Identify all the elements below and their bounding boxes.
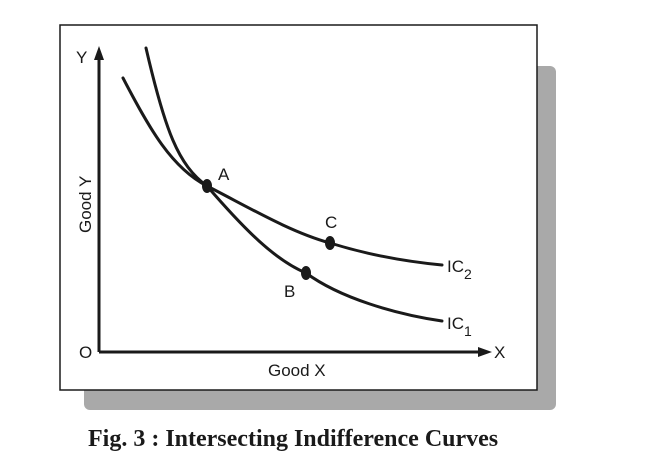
figure-frame: [59, 24, 538, 391]
curve-label-ic1: IC1: [447, 314, 472, 339]
indifference-curve-ic2: [121, 76, 444, 267]
x-axis-title: Good X: [268, 361, 326, 380]
y-axis-title: Good Y: [76, 176, 95, 233]
point-a-label: A: [218, 165, 230, 184]
curve-label-ic1-subscript: 1: [464, 323, 472, 339]
x-axis-letter: X: [494, 343, 505, 362]
curve-label-ic1-main: IC: [447, 314, 464, 333]
y-axis-letter: Y: [76, 48, 87, 67]
y-axis-arrowhead: [94, 46, 104, 60]
point-c-marker: [325, 236, 335, 250]
point-b-marker: [301, 266, 311, 280]
point-b-label: B: [284, 282, 295, 301]
indifference-curve-ic1: [144, 46, 444, 323]
point-a-marker: [202, 179, 212, 193]
figure-caption: Fig. 3 : Intersecting Indifference Curve…: [88, 426, 498, 452]
x-axis-arrowhead: [478, 347, 492, 357]
point-c-label: C: [325, 213, 337, 232]
curve-label-ic2: IC2: [447, 257, 472, 282]
curve-label-ic2-subscript: 2: [464, 266, 472, 282]
curve-label-ic2-main: IC: [447, 257, 464, 276]
origin-label: O: [79, 343, 92, 362]
